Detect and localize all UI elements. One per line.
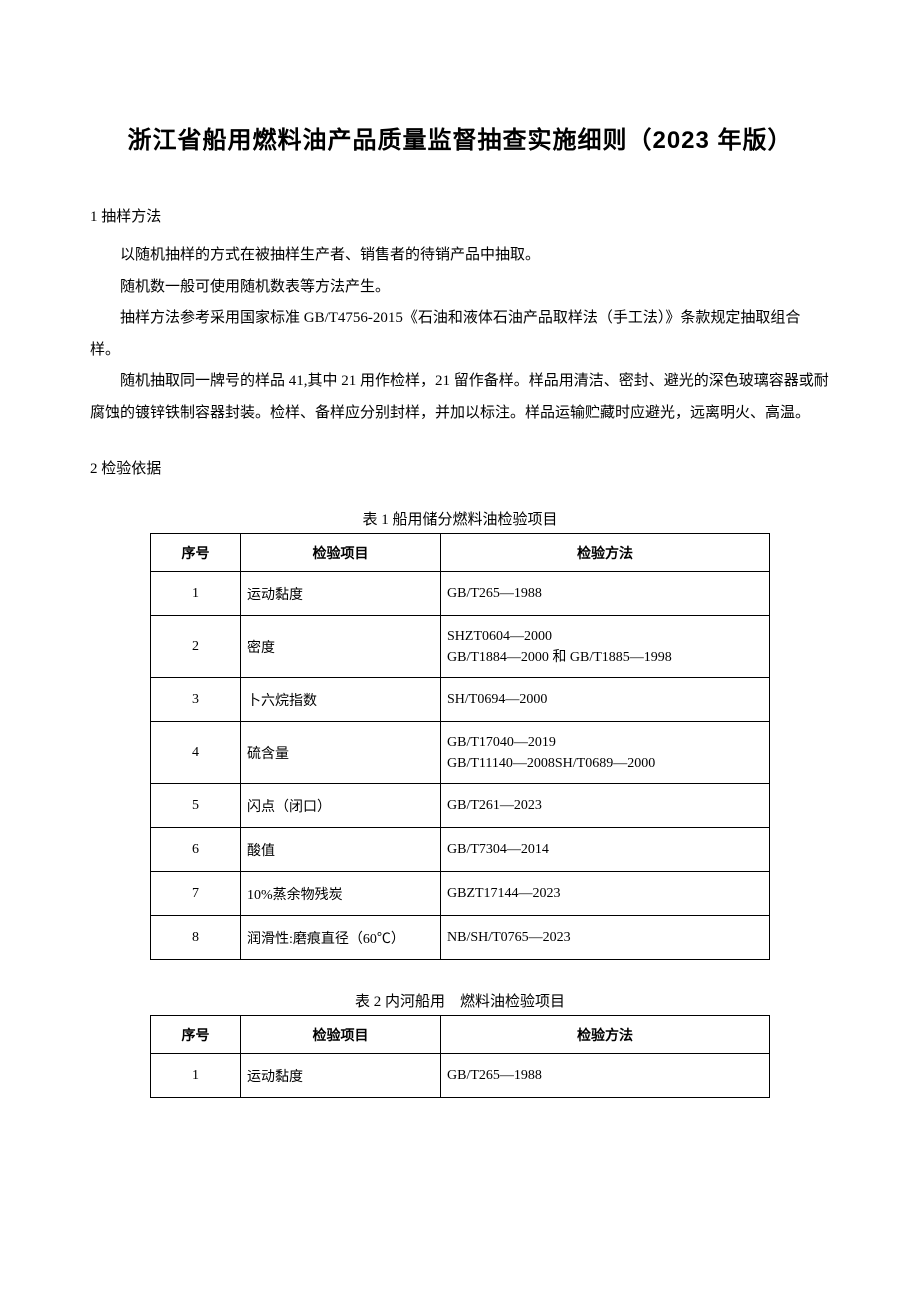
table2-header-row: 序号 检验项目 检验方法 <box>151 1016 770 1054</box>
cell-item: 闪点（闭口） <box>241 784 441 828</box>
cell-seq: 3 <box>151 678 241 722</box>
table-row: 710%蒸余物残炭GBZT17144—2023 <box>151 872 770 916</box>
table-row: 6酸值GB/T7304—2014 <box>151 828 770 872</box>
cell-method: GBZT17144—2023 <box>441 872 770 916</box>
cell-item: 卜六烷指数 <box>241 678 441 722</box>
cell-method: GB/T7304—2014 <box>441 828 770 872</box>
table1: 序号 检验项目 检验方法 1运动黏度GB/T265—19882密度SHZT060… <box>150 533 770 960</box>
table-row: 1运动黏度GB/T265—1988 <box>151 1054 770 1098</box>
table1-header-item: 检验项目 <box>241 534 441 572</box>
table2-caption: 表 2 内河船用 燃料油检验项目 <box>90 990 830 1011</box>
cell-method: SHZT0604—2000GB/T1884—2000 和 GB/T1885—19… <box>441 616 770 678</box>
cell-seq: 7 <box>151 872 241 916</box>
page-title: 浙江省船用燃料油产品质量监督抽查实施细则（2023 年版） <box>90 120 830 155</box>
cell-method: GB/T17040—2019GB/T11140—2008SH/T0689—200… <box>441 722 770 784</box>
table-row: 3卜六烷指数SH/T0694—2000 <box>151 678 770 722</box>
section2-heading: 2 检验依据 <box>90 457 830 478</box>
table2-header-seq: 序号 <box>151 1016 241 1054</box>
cell-seq: 6 <box>151 828 241 872</box>
cell-seq: 8 <box>151 916 241 960</box>
cell-seq: 2 <box>151 616 241 678</box>
table1-header-row: 序号 检验项目 检验方法 <box>151 534 770 572</box>
table2-header-method: 检验方法 <box>441 1016 770 1054</box>
section1-p3: 抽样方法参考采用国家标准 GB/T4756-2015《石油和液体石油产品取样法（… <box>90 303 830 366</box>
cell-item: 酸值 <box>241 828 441 872</box>
cell-item: 硫含量 <box>241 722 441 784</box>
cell-item: 运动黏度 <box>241 1054 441 1098</box>
section1-p4: 随机抽取同一牌号的样品 41,其中 21 用作检样，21 留作备样。样品用清洁、… <box>90 366 830 429</box>
section1-p1: 以随机抽样的方式在被抽样生产者、销售者的待销产品中抽取。 <box>90 240 830 272</box>
cell-method: GB/T265—1988 <box>441 1054 770 1098</box>
section1-heading: 1 抽样方法 <box>90 205 830 226</box>
table2-header-item: 检验项目 <box>241 1016 441 1054</box>
cell-seq: 1 <box>151 572 241 616</box>
table1-body: 1运动黏度GB/T265—19882密度SHZT0604—2000GB/T188… <box>151 572 770 960</box>
cell-item: 10%蒸余物残炭 <box>241 872 441 916</box>
table-row: 8润滑性:磨痕直径（60℃）NB/SH/T0765—2023 <box>151 916 770 960</box>
table1-header-seq: 序号 <box>151 534 241 572</box>
table1-header-method: 检验方法 <box>441 534 770 572</box>
table-row: 4硫含量GB/T17040—2019GB/T11140—2008SH/T0689… <box>151 722 770 784</box>
section1-p2: 随机数一般可使用随机数表等方法产生。 <box>90 272 830 304</box>
table2-body: 1运动黏度GB/T265—1988 <box>151 1054 770 1098</box>
cell-seq: 4 <box>151 722 241 784</box>
cell-seq: 5 <box>151 784 241 828</box>
cell-method: SH/T0694—2000 <box>441 678 770 722</box>
cell-method: GB/T261—2023 <box>441 784 770 828</box>
cell-item: 润滑性:磨痕直径（60℃） <box>241 916 441 960</box>
table2: 序号 检验项目 检验方法 1运动黏度GB/T265—1988 <box>150 1015 770 1098</box>
table-row: 5闪点（闭口）GB/T261—2023 <box>151 784 770 828</box>
table-row: 1运动黏度GB/T265—1988 <box>151 572 770 616</box>
cell-item: 密度 <box>241 616 441 678</box>
cell-method: NB/SH/T0765—2023 <box>441 916 770 960</box>
cell-seq: 1 <box>151 1054 241 1098</box>
table1-caption: 表 1 船用储分燃料油检验项目 <box>90 508 830 529</box>
table-row: 2密度SHZT0604—2000GB/T1884—2000 和 GB/T1885… <box>151 616 770 678</box>
cell-method: GB/T265—1988 <box>441 572 770 616</box>
cell-item: 运动黏度 <box>241 572 441 616</box>
